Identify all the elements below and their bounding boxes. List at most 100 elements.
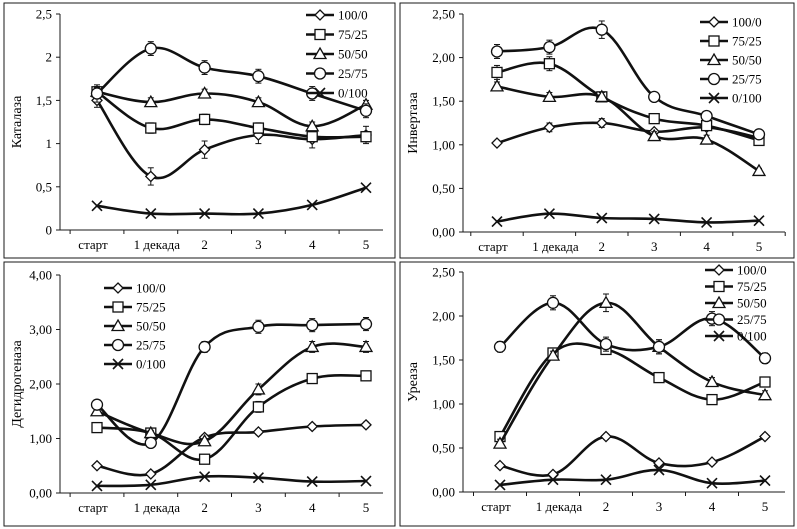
x-tick-label: 1 декада [134,237,181,252]
series-line [498,468,767,487]
data-point [648,90,661,103]
data-point [306,318,319,332]
data-point [197,86,212,99]
data-point [198,61,211,74]
data-point [91,200,103,212]
legend-entry: 75/25 [705,279,767,294]
legend-marker [713,330,725,342]
x-stroke [145,208,157,220]
y-axis-title: Дегидрогеназа [10,339,25,427]
series-25-75 [90,317,373,450]
data-point [145,208,157,220]
y-tick-label: 0,00 [432,485,455,500]
x-tick-label: 4 [309,237,316,252]
data-point [360,418,372,431]
legend-entry: 100/0 [700,15,762,30]
x-tick-label: 1 декада [134,500,181,515]
x-stroke [653,464,665,476]
y-tick-label: 0,5 [36,179,52,194]
legend-entry: 25/75 [306,66,368,81]
legend-marker [112,282,124,294]
x-stroke [708,92,720,104]
legend-entry: 25/75 [104,338,166,353]
y-tick-label: 0 [46,223,53,238]
x-stroke [491,215,503,228]
x-tick-label: 3 [255,237,262,252]
legend-label: 100/0 [737,263,767,278]
legend-label: 25/75 [737,312,767,327]
data-point [252,426,265,438]
x-stroke [112,358,124,370]
chart-panel-4: 0,00 0,50 1,00 1,50 2,00 2,50 старт 1 декада 2 3 4… [399,261,795,527]
data-point [306,199,318,211]
y-tick-label: 0,50 [432,441,455,456]
data-point [359,317,373,331]
data-point [360,370,372,382]
legend-entry: 50/50 [306,47,368,62]
series-100-0 [91,418,372,480]
series-0-100 [91,182,372,220]
data-point [706,456,718,468]
x-stroke [360,182,372,194]
y-axis-title: Уреаза [406,361,421,402]
data-point [543,121,556,134]
y-axis-title: Каталаза [10,95,25,148]
data-point [198,113,211,126]
x-tick-label: 4 [309,500,316,515]
legend-entry: 0/100 [104,357,166,372]
y-tick-label: 2,00 [29,377,52,392]
legend-label: 50/50 [737,296,767,311]
chart-panel-2: 0,00 0,50 1,00 1,50 2,00 2,50 старт 1 декада 2 3 4… [399,2,795,259]
legend-label: 75/25 [737,279,767,294]
x-stroke [706,477,718,489]
series-line [95,186,368,216]
data-point [543,58,556,70]
data-point [543,40,556,54]
x-tick-label: 2 [201,500,208,515]
chart-panel-3: 0,00 1,00 2,00 3,00 4,00 старт 1 декада 2 3 4 5 Дег… [3,261,396,527]
series-line [95,90,368,128]
data-point [199,208,211,220]
x-stroke [199,471,211,483]
x-tick-label: 4 [709,499,716,514]
data-point [252,208,264,220]
chart-panel-1: 0 0,5 1 1,5 2 2,5 старт 1 декада 2 3 4 5 Каталаза 100… [3,2,396,259]
legend-entry: 25/75 [700,72,762,87]
data-point [305,339,320,353]
data-point [759,474,771,487]
x-tick-label: 4 [703,239,710,254]
data-point [543,208,555,220]
data-point [600,474,612,486]
panel-frame [3,2,396,259]
data-point [595,117,608,129]
data-point [145,122,157,134]
y-tick-label: 2,5 [36,7,52,22]
x-tick-label: старт [478,239,508,254]
data-point [699,132,714,145]
data-point [751,163,767,177]
x-stroke [648,213,660,225]
data-point [648,112,660,125]
x-stroke [600,474,612,486]
x-tick-label: 2 [599,239,606,254]
y-tick-label: 2,00 [432,309,455,324]
data-point [144,436,157,450]
legend-label: 50/50 [136,319,166,334]
x-tick-label: старт [78,500,108,515]
legend-label: 25/75 [136,338,166,353]
y-tick-label: 2 [46,50,53,65]
x-stroke [713,330,725,342]
data-point [91,459,103,472]
data-point [546,296,560,309]
data-point [251,382,266,395]
legend-entry: 100/0 [705,263,767,278]
series-0-100 [91,471,372,492]
x-stroke [701,216,713,228]
data-point [494,479,506,491]
data-point [306,420,319,433]
legend-entry: 75/25 [104,300,166,315]
x-stroke [306,475,318,488]
data-point [596,212,608,224]
legend-label: 75/25 [338,27,368,42]
